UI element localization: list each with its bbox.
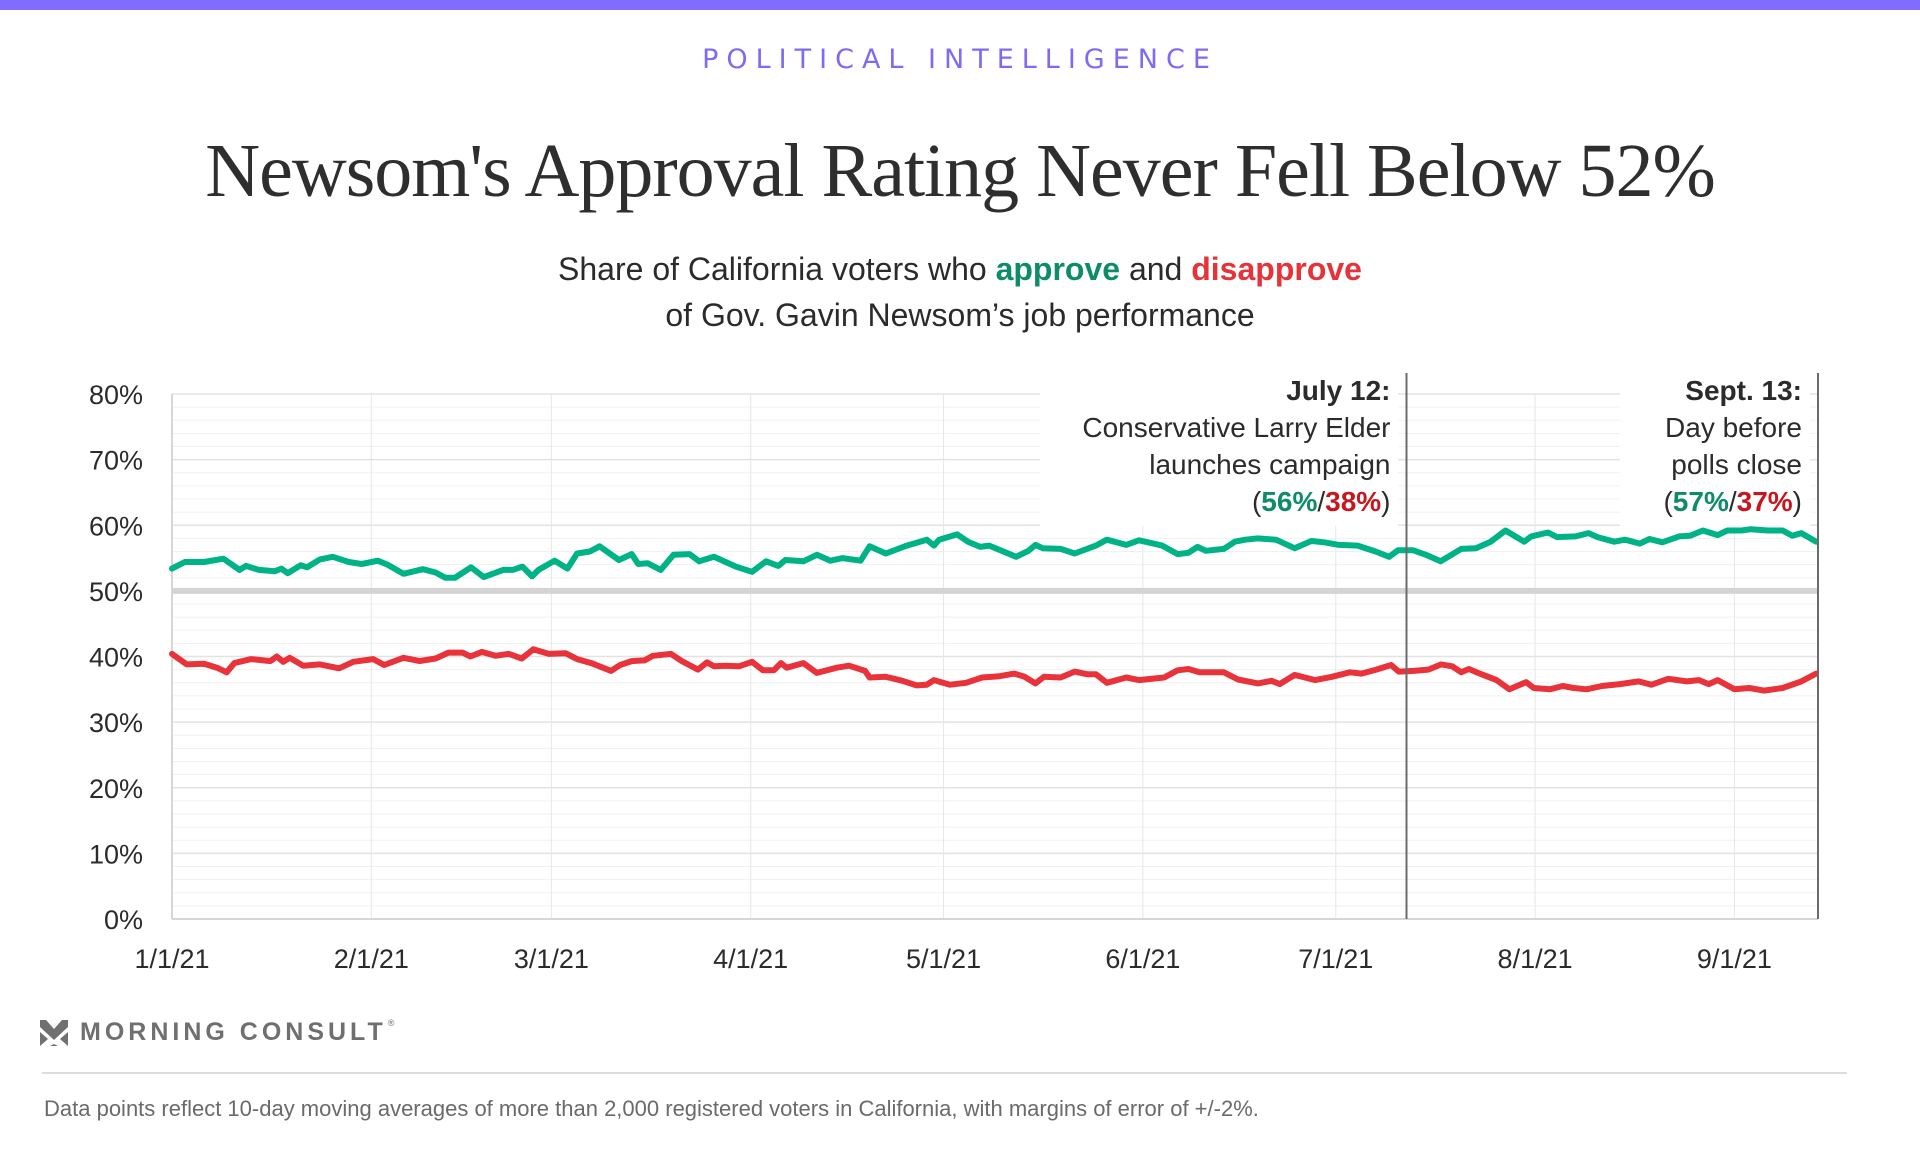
annotation-values: (56%/38%) [1252, 486, 1391, 517]
logo-text: MORNING CONSULT [80, 1018, 387, 1046]
y-axis: 0% 10% 20% 30% 40% 50% 60% 70% 80% [89, 380, 143, 935]
footer-divider [42, 1072, 1847, 1074]
y-tick-label: 30% [89, 708, 143, 738]
subtitle-line-1: Share of California voters who approve a… [0, 246, 1920, 292]
annotation-punctuation: / [1317, 486, 1325, 517]
annotation-punctuation: ( [1663, 486, 1673, 517]
annotation-punctuation: ( [1252, 486, 1262, 517]
subtitle-line-2: of Gov. Gavin Newsom’s job performance [665, 297, 1255, 333]
subtitle-text: Share of California voters who [558, 251, 996, 287]
accent-bar [0, 0, 1920, 10]
annotation-punctuation: ) [1381, 486, 1390, 517]
x-tick-label: 2/1/21 [334, 944, 409, 974]
annotation-background [1620, 374, 1810, 526]
disapprove-keyword: disapprove [1191, 251, 1362, 287]
annotation-text: launches campaign [1149, 449, 1390, 480]
kicker: POLITICAL INTELLIGENCE [702, 44, 1218, 75]
annotation-disapprove-value: 37% [1737, 486, 1793, 517]
approve-keyword: approve [995, 251, 1121, 287]
chart-title: Newsom's Approval Rating Never Fell Belo… [205, 129, 1716, 213]
chart-subtitle: Share of California voters who approve a… [0, 246, 1920, 338]
annotations-group: July 12: Conservative Larry Elder launches… [1040, 373, 1819, 919]
series-line-approve [169, 526, 1820, 581]
registered-mark: ® [387, 1017, 395, 1028]
series-line-disapprove [169, 646, 1820, 694]
x-tick-label: 5/1/21 [906, 944, 981, 974]
annotation-values: (57%/37%) [1663, 486, 1802, 517]
x-tick-label: 9/1/21 [1697, 944, 1772, 974]
annotation-text: polls close [1671, 449, 1802, 480]
x-tick-label: 8/1/21 [1498, 944, 1573, 974]
annotation-date: July 12: [1286, 375, 1390, 406]
annotation-text: Day before [1665, 412, 1802, 443]
x-tick-label: 4/1/21 [713, 944, 788, 974]
y-tick-label: 70% [89, 446, 143, 476]
annotation-approve-value: 57% [1673, 486, 1729, 517]
annotation-disapprove-value: 38% [1325, 486, 1381, 517]
annotation-punctuation: / [1729, 486, 1737, 517]
subtitle-text: and [1120, 251, 1192, 287]
line-chart: July 12: Conservative Larry Elder launches… [89, 373, 1820, 974]
footnote: Data points reflect 10-day moving averag… [44, 1096, 1259, 1121]
x-tick-label: 1/1/21 [134, 944, 209, 974]
annotation-punctuation: ) [1793, 486, 1802, 517]
x-tick-label: 3/1/21 [514, 944, 589, 974]
annotation-approve-value: 56% [1261, 486, 1317, 517]
annotation-background [1040, 374, 1398, 526]
series-group [169, 526, 1820, 694]
y-tick-label: 10% [89, 839, 143, 869]
y-tick-label: 40% [89, 643, 143, 673]
y-tick-label: 0% [104, 905, 143, 935]
annotation-text: Conservative Larry Elder [1082, 412, 1390, 443]
x-tick-label: 6/1/21 [1105, 944, 1180, 974]
annotation-date: Sept. 13: [1685, 375, 1802, 406]
morning-consult-logo: MORNING CONSULT ® [40, 1018, 394, 1047]
morning-consult-chevron-icon [40, 1019, 68, 1046]
grid [171, 393, 1818, 920]
x-axis: 1/1/21 2/1/21 3/1/21 4/1/21 5/1/21 6/1/21 7/1/… [134, 944, 1771, 974]
y-tick-label: 20% [89, 774, 143, 804]
y-tick-label: 60% [89, 511, 143, 541]
y-tick-label: 50% [89, 577, 143, 607]
y-tick-label: 80% [89, 380, 143, 410]
x-tick-label: 7/1/21 [1298, 944, 1373, 974]
